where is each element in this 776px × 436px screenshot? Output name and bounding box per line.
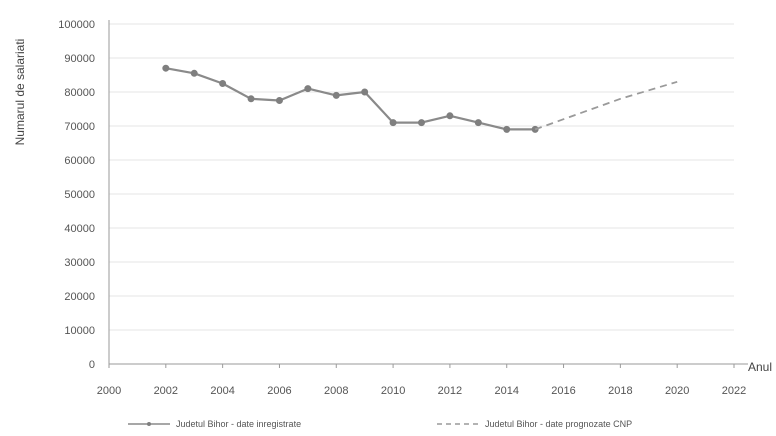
- axis-layer: 0 10000 20000 30000 40000 50000 60000 70000 8000…: [58, 19, 748, 397]
- data-point: [474, 119, 482, 127]
- y-tick-label: 30000: [64, 257, 95, 269]
- series-layer: [162, 64, 678, 133]
- y-tick-label: 90000: [64, 53, 95, 65]
- data-point: [247, 95, 255, 103]
- legend-marker: [147, 422, 151, 426]
- x-tick-label: 2018: [608, 385, 632, 397]
- x-tick-label: 2000: [97, 385, 121, 397]
- data-point: [389, 119, 397, 127]
- data-point: [503, 125, 511, 133]
- data-point: [418, 119, 425, 127]
- x-tick-label: 2004: [210, 385, 234, 397]
- x-tick-label: 2016: [551, 385, 575, 397]
- y-tick-label: 40000: [64, 223, 95, 235]
- y-tick-label: 20000: [64, 291, 95, 303]
- recorded-series-line: [165, 67, 536, 131]
- y-tick-label: 80000: [64, 87, 95, 99]
- y-axis-title: Numarul de salariati: [13, 39, 27, 146]
- y-tick-label: 50000: [64, 189, 95, 201]
- x-tick-label: 2012: [438, 385, 462, 397]
- y-tick-label: 0: [89, 359, 95, 371]
- y-tick-label: 60000: [64, 155, 95, 167]
- data-point: [162, 64, 170, 72]
- data-point: [190, 69, 198, 77]
- y-tick-label: 70000: [64, 121, 95, 133]
- x-axis-title: Anul: [748, 360, 772, 374]
- legend: Judetul Bihor - date inregistrate Judetul…: [128, 419, 632, 429]
- data-point: [219, 80, 227, 87]
- x-tick-label: 2002: [154, 385, 178, 397]
- x-tick-label: 2006: [267, 385, 291, 397]
- grid-layer: [109, 23, 734, 331]
- y-tick-label: 100000: [58, 19, 95, 31]
- data-point: [304, 85, 312, 93]
- x-tick-label: 2008: [324, 385, 348, 397]
- y-tick-label: 10000: [64, 325, 95, 337]
- data-point: [332, 91, 340, 99]
- forecast-series-line: [534, 80, 678, 131]
- legend-entry-label: Judetul Bihor - date prognozate CNP: [485, 419, 632, 429]
- data-point: [446, 112, 454, 120]
- data-point: [361, 88, 369, 96]
- x-tick-label: 2010: [381, 385, 405, 397]
- legend-entry-label: Judetul Bihor - date inregistrate: [176, 419, 301, 429]
- data-point: [275, 97, 283, 104]
- x-tick-label: 2022: [722, 385, 746, 397]
- x-tick-label: 2014: [494, 385, 518, 397]
- x-tick-label: 2020: [665, 385, 689, 397]
